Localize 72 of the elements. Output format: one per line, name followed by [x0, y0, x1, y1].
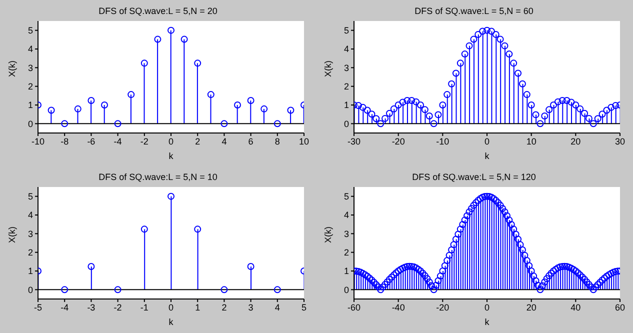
x-tick-label: 30 [614, 136, 626, 146]
x-tick-label: 60 [614, 302, 626, 312]
y-axis-title: X(k) [323, 60, 334, 77]
y-tick-label: 0 [28, 284, 33, 295]
x-axis-title: k [484, 151, 490, 161]
x-tick-label: 0 [484, 302, 490, 312]
y-tick-label: 1 [28, 100, 33, 110]
x-tick-label: -5 [34, 302, 42, 312]
x-tick-label: 8 [274, 136, 280, 146]
chart-title: DFS of SQ.wave:L = 5,N = 20 [98, 6, 218, 16]
x-tick-label: 20 [570, 136, 581, 146]
y-tick-label: 4 [344, 44, 349, 54]
y-tick-label: 2 [28, 82, 33, 92]
y-tick-label: 4 [28, 210, 33, 220]
y-tick-label: 1 [344, 266, 349, 276]
x-tick-label: 0 [484, 136, 490, 146]
x-tick-label: 5 [301, 302, 307, 312]
x-tick-label: -2 [140, 136, 148, 146]
y-tick-label: 3 [28, 62, 33, 73]
x-tick-label: 10 [526, 136, 536, 146]
x-tick-label: 1 [195, 302, 200, 312]
y-tick-label: 4 [28, 44, 33, 54]
x-tick-label: 2 [222, 302, 227, 312]
x-tick-label: -1 [140, 302, 148, 312]
y-tick-label: 1 [28, 266, 33, 276]
y-axis-title: X(k) [323, 226, 334, 243]
x-axis-title: k [484, 317, 490, 327]
x-tick-label: 0 [168, 136, 174, 146]
y-tick-label: 3 [28, 228, 33, 239]
y-tick-label: 5 [28, 192, 33, 202]
x-tick-label: 20 [526, 302, 536, 312]
x-tick-label: -10 [436, 136, 450, 146]
y-tick-label: 0 [344, 284, 349, 295]
x-tick-label: 4 [274, 302, 280, 312]
y-tick-label: 0 [28, 118, 33, 129]
y-tick-label: 1 [344, 100, 349, 110]
x-tick-label: 4 [222, 136, 227, 146]
x-tick-label: 40 [570, 302, 581, 312]
x-tick-label: -20 [436, 302, 450, 312]
x-axis-title: k [168, 317, 174, 327]
y-tick-label: 2 [28, 248, 33, 258]
x-axis-title: k [168, 151, 174, 161]
chart-title: DFS of SQ.wave:L = 5,N = 60 [414, 6, 534, 16]
x-tick-label: -30 [347, 136, 361, 146]
y-tick-label: 4 [344, 210, 349, 220]
y-tick-label: 5 [28, 26, 33, 36]
x-tick-label: 10 [298, 136, 310, 146]
x-tick-label: 3 [248, 302, 254, 312]
y-tick-label: 3 [344, 228, 349, 239]
x-tick-label: 6 [248, 136, 254, 146]
x-tick-label: -4 [114, 136, 122, 146]
y-tick-label: 2 [344, 82, 349, 92]
y-axis-title: X(k) [7, 60, 18, 77]
x-tick-label: -4 [60, 302, 69, 312]
x-tick-label: -20 [392, 136, 405, 146]
x-tick-label: -8 [60, 136, 69, 146]
x-tick-label: -10 [31, 136, 45, 146]
y-tick-label: 0 [344, 118, 349, 129]
y-tick-label: 5 [344, 192, 349, 202]
y-tick-label: 2 [344, 248, 349, 258]
x-tick-label: -6 [87, 136, 96, 146]
x-tick-label: -40 [392, 302, 405, 312]
x-tick-label: 0 [168, 302, 174, 312]
y-axis-title: X(k) [7, 226, 18, 243]
x-tick-label: -2 [114, 302, 122, 312]
x-tick-label: -3 [87, 302, 96, 312]
chart-title: DFS of SQ.wave:L = 5,N = 10 [98, 172, 218, 182]
y-tick-label: 5 [344, 26, 349, 36]
chart-title: DFS of SQ.wave:L = 5,N = 120 [411, 172, 537, 182]
y-tick-label: 3 [344, 62, 349, 73]
x-tick-label: -60 [347, 302, 361, 312]
x-tick-label: 2 [195, 136, 200, 146]
